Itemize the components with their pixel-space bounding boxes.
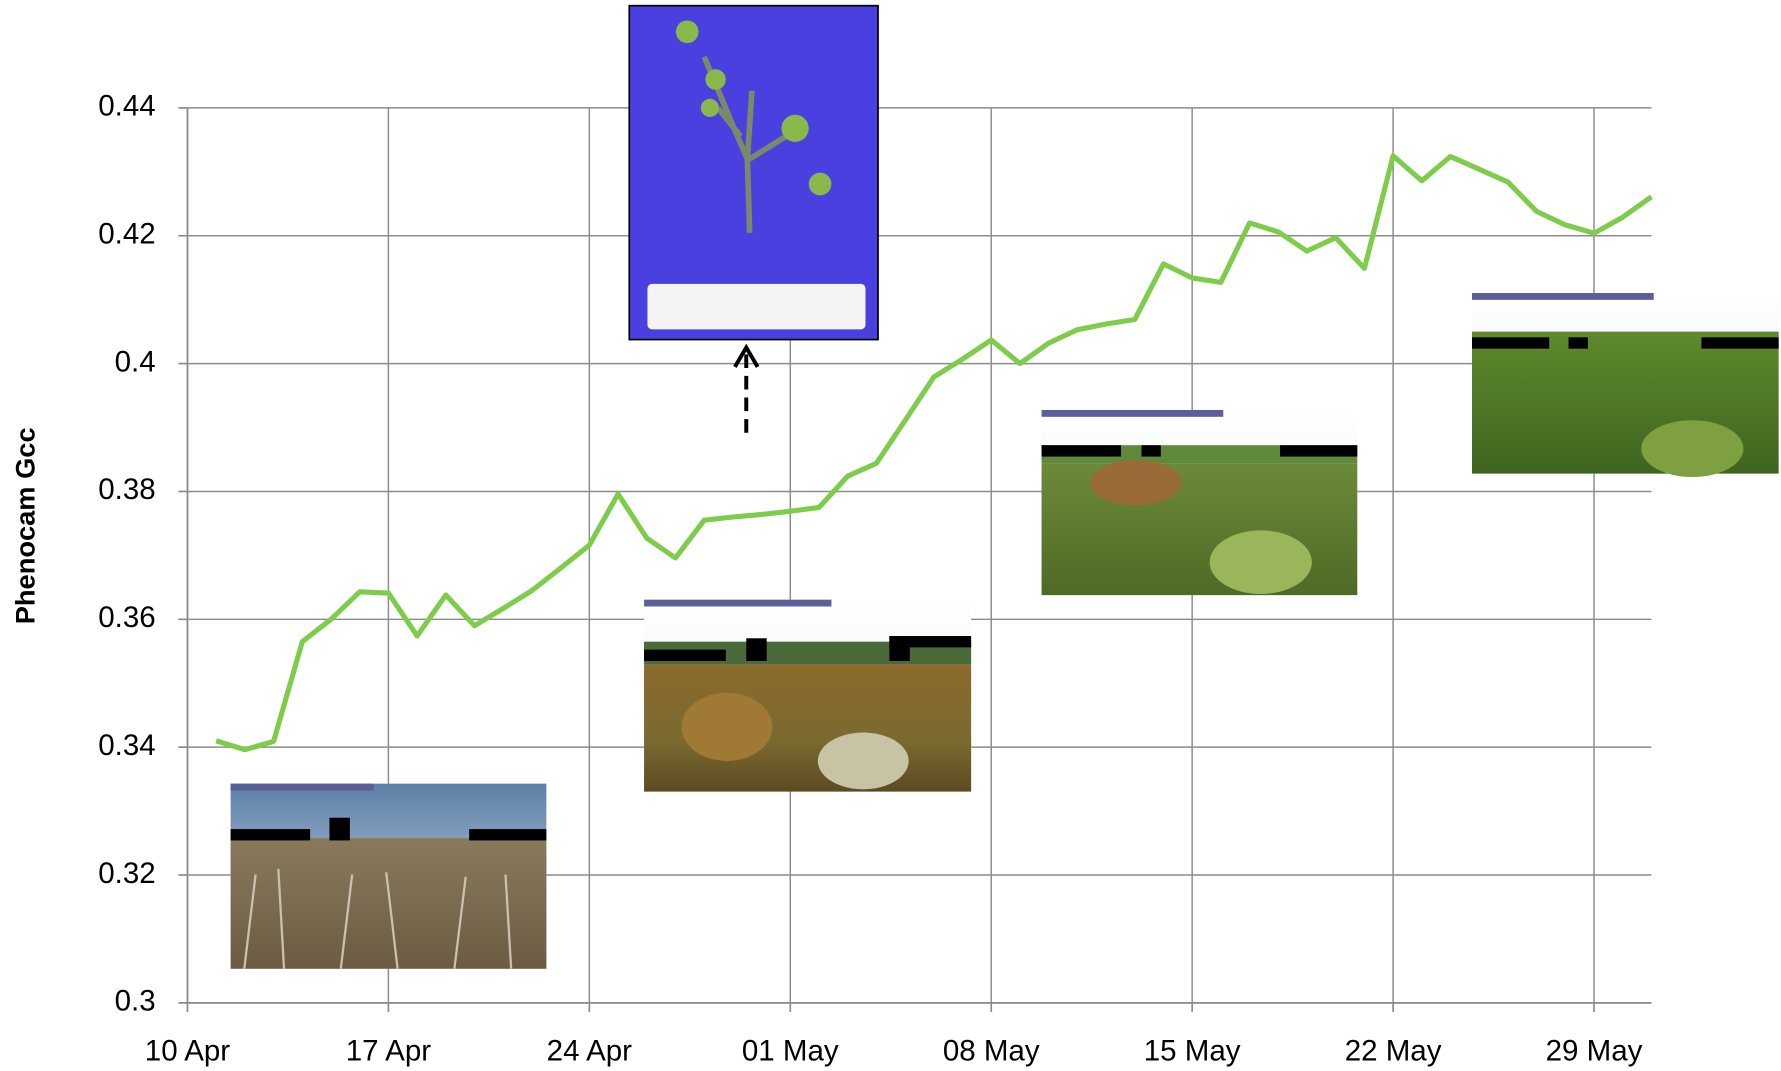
y-tick-label: 0.36: [98, 601, 155, 634]
photo-autumn: [644, 600, 971, 792]
x-tick-label: 01 May: [742, 1035, 839, 1068]
photo-spring: [1042, 410, 1358, 595]
y-tick-label: 0.4: [115, 345, 156, 378]
x-tick-label: 10 Apr: [145, 1035, 231, 1068]
x-tick-label: 29 May: [1546, 1035, 1643, 1068]
y-tick-label: 0.34: [98, 729, 155, 762]
y-tick-label: 0.42: [98, 218, 155, 251]
photo-summer: [1472, 293, 1779, 477]
arrow: [735, 348, 758, 433]
x-tick-label: 17 Apr: [346, 1035, 432, 1068]
y-tick-label: 0.3: [115, 985, 156, 1018]
y-axis-label: Phenocam Gcc: [10, 427, 41, 624]
y-tick-label: 0.44: [98, 90, 155, 123]
y-tick-label: 0.32: [98, 857, 155, 890]
x-tick-label: 24 Apr: [547, 1035, 633, 1068]
photos: [231, 6, 1779, 969]
x-tick-label: 22 May: [1345, 1035, 1442, 1068]
chart: 0.3 0.32 0.34 0.36 0.38 0.4 0.42 0.44 10 Apr 17 A…: [0, 0, 1781, 1071]
x-tick-label: 15 May: [1144, 1035, 1241, 1068]
y-tick-label: 0.38: [98, 473, 155, 506]
photo-leaf: [629, 6, 878, 340]
x-tick-label: 08 May: [943, 1035, 1040, 1068]
page: {"chart_data": {"type": "line", "y_label…: [0, 0, 1781, 1071]
photo-bare: [231, 784, 547, 969]
